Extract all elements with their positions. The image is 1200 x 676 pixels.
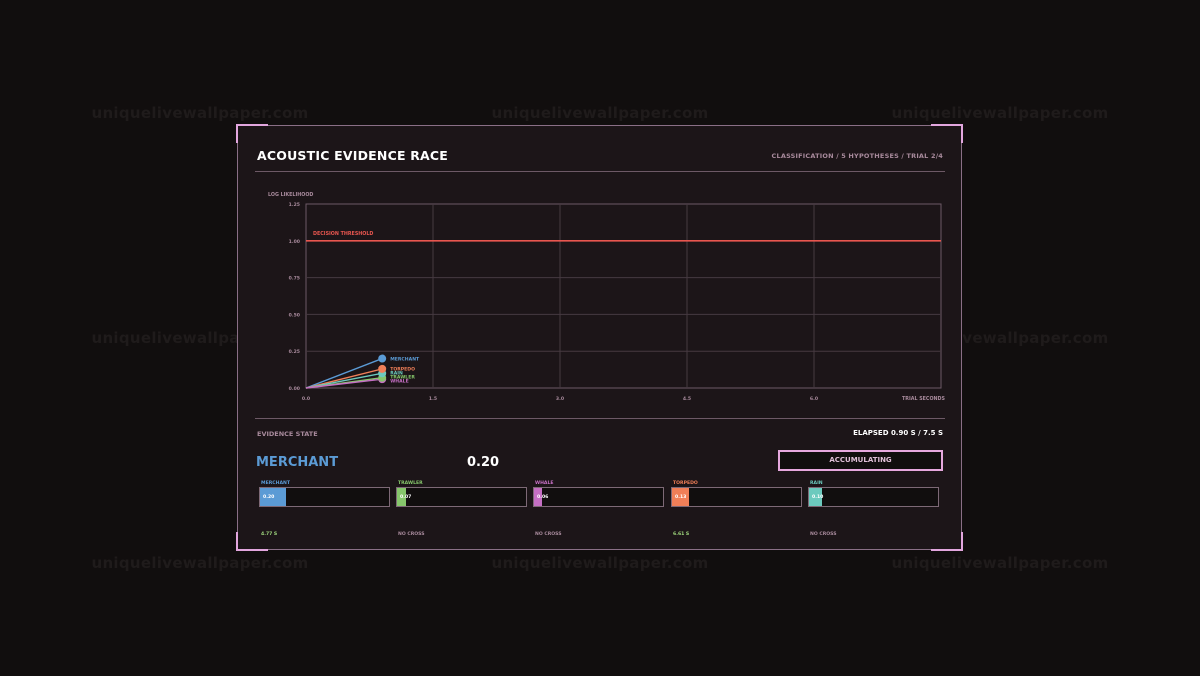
- watermark: uniquelivewallpaper.com: [891, 104, 1109, 122]
- y-tick-label: 1.00: [289, 239, 300, 245]
- hypothesis-bar-fill: [260, 488, 286, 506]
- divider: [255, 418, 945, 419]
- hypothesis-value: 0.13: [675, 495, 687, 500]
- hypothesis-card: TORPEDO 0.13 6.61 S: [669, 481, 802, 541]
- watermark: uniquelivewallpaper.com: [91, 104, 309, 122]
- evidence-race-panel: ACOUSTIC EVIDENCE RACE CLASSIFICATION / …: [236, 124, 963, 551]
- hypothesis-cross-time: 4.77 S: [261, 532, 278, 537]
- hypothesis-value: 0.10: [812, 495, 824, 500]
- x-tick-label: 6.0: [810, 396, 818, 402]
- series-label: RAIN: [390, 371, 403, 377]
- leader-name: MERCHANT: [256, 455, 339, 470]
- hypothesis-value: 0.06: [537, 495, 549, 500]
- hypothesis-bar-fill: [534, 488, 542, 506]
- hypothesis-card: WHALE 0.06 NO CROSS: [531, 481, 664, 541]
- elapsed-readout: ELAPSED 0.90 S / 7.5 S: [853, 429, 943, 437]
- series-label: TORPEDO: [390, 367, 415, 373]
- hypothesis-bar-fill: [397, 488, 407, 506]
- hypothesis-bar-fill: [672, 488, 689, 506]
- series-line: [305, 372, 383, 389]
- hypothesis-bar: 0.07: [396, 487, 527, 507]
- hypothesis-bar: 0.13: [671, 487, 802, 507]
- watermark: uniquelivewallpaper.com: [91, 554, 309, 572]
- hypothesis-card: MERCHANT 0.20 4.77 S: [257, 481, 390, 541]
- hypothesis-value: 0.07: [400, 495, 412, 500]
- corner-bracket: [236, 124, 268, 143]
- panel-subtitle: CLASSIFICATION / 5 HYPOTHESES / TRIAL 2/…: [771, 152, 943, 160]
- y-tick-label: 0.00: [289, 386, 300, 392]
- hypothesis-value: 0.20: [263, 495, 275, 500]
- panel-title: ACOUSTIC EVIDENCE RACE: [257, 148, 449, 163]
- section-label: EVIDENCE STATE: [257, 430, 318, 438]
- corner-bracket: [931, 124, 963, 143]
- watermark: uniquelivewallpaper.com: [491, 104, 709, 122]
- x-tick-label: 0.0: [302, 396, 310, 402]
- x-tick-label: 1.5: [429, 396, 437, 402]
- divider: [255, 171, 945, 172]
- decision-threshold-label: DECISION THRESHOLD: [313, 231, 373, 237]
- hypothesis-bar: 0.06: [533, 487, 664, 507]
- series-label: WHALE: [390, 379, 409, 385]
- hypothesis-cross-time: NO CROSS: [535, 532, 562, 537]
- leader-value: 0.20: [467, 455, 500, 470]
- y-tick-label: 1.25: [289, 202, 300, 208]
- hypothesis-bar: 0.10: [808, 487, 939, 507]
- corner-bracket: [236, 532, 268, 551]
- hypothesis-cross-time: NO CROSS: [398, 532, 425, 537]
- y-tick-label: 0.25: [289, 349, 300, 355]
- hypothesis-cross-time: NO CROSS: [810, 532, 837, 537]
- hypothesis-bar: 0.20: [259, 487, 390, 507]
- y-tick-label: 0.50: [289, 312, 300, 318]
- x-tick-label: 4.5: [683, 396, 691, 402]
- plot-area: [305, 203, 942, 389]
- series-label: MERCHANT: [390, 357, 420, 363]
- x-axis-label: TRIAL SECONDS: [902, 396, 946, 402]
- status-button[interactable]: ACCUMULATING: [778, 450, 943, 471]
- hypothesis-card: TRAWLER 0.07 NO CROSS: [394, 481, 527, 541]
- hypothesis-name: TRAWLER: [398, 481, 423, 486]
- watermark: uniquelivewallpaper.com: [891, 554, 1109, 572]
- watermark: uniquelivewallpaper.com: [491, 554, 709, 572]
- hypothesis-bar-fill: [809, 488, 822, 506]
- hypothesis-name: WHALE: [535, 481, 554, 486]
- y-axis-label: LOG LIKELIHOOD: [268, 192, 313, 198]
- evidence-chart: 0.00 0.25 0.50 0.75 1.00 1.25 0.0 1.5 3.0 4.5 6.0 L…: [268, 192, 946, 402]
- hypothesis-name: MERCHANT: [261, 481, 290, 486]
- hypothesis-card: RAIN 0.10 NO CROSS: [806, 481, 939, 541]
- series-endpoint: [378, 354, 387, 363]
- series-line: [305, 378, 383, 389]
- corner-bracket: [931, 532, 963, 551]
- hypothesis-name: TORPEDO: [673, 481, 698, 486]
- series-endpoint: [378, 364, 387, 373]
- y-tick-label: 0.75: [289, 276, 300, 282]
- hypothesis-name: RAIN: [810, 481, 823, 486]
- series-line: [305, 368, 383, 389]
- series-label: TRAWLER: [390, 375, 415, 381]
- hypothesis-cross-time: 6.61 S: [673, 532, 690, 537]
- x-tick-label: 3.0: [556, 396, 564, 402]
- series-line: [305, 357, 383, 389]
